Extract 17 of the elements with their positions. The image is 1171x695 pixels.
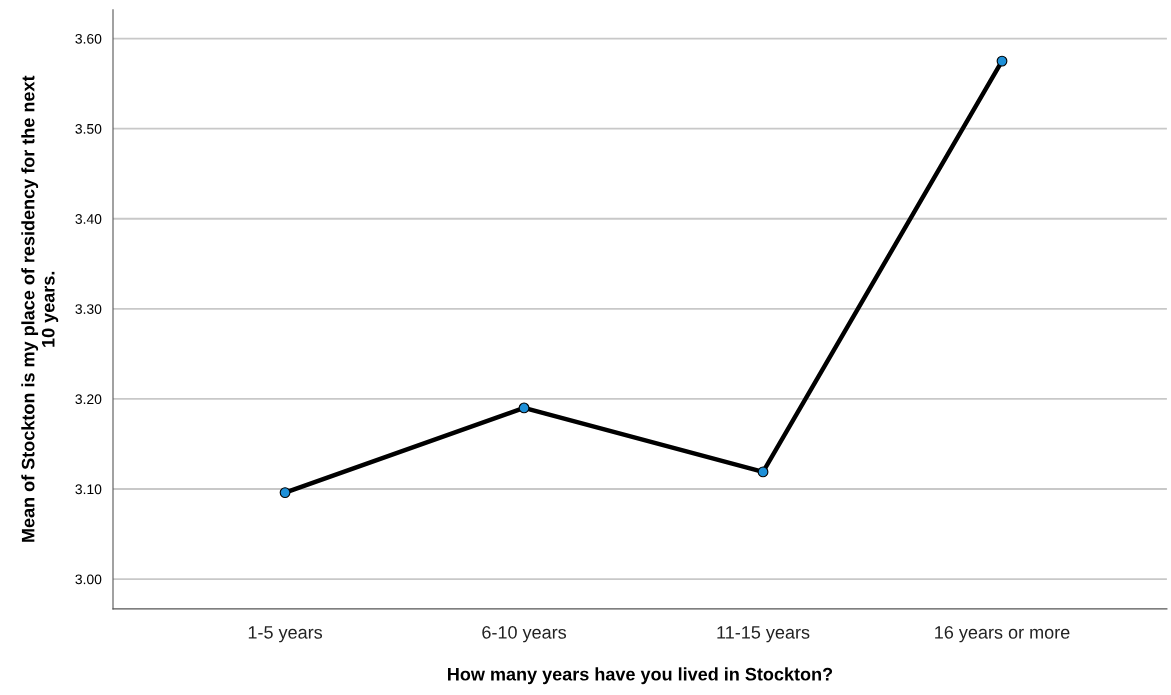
y-tick-label: 3.60 <box>75 33 102 44</box>
x-tick-label: 16 years or more <box>935 625 1070 643</box>
y-tick-label: 3.10 <box>75 484 102 495</box>
x-tick-label: 6-10 years <box>482 625 567 643</box>
y-tick-label: 3.00 <box>75 574 102 585</box>
y-tick-label: 3.20 <box>75 394 102 405</box>
point <box>996 55 1008 67</box>
x-axis-title: How many years have you lived in Stockton? <box>448 667 833 685</box>
point <box>518 402 530 414</box>
y-tick-label: 3.50 <box>75 123 102 134</box>
y-tick-label: 3.30 <box>75 304 102 314</box>
point <box>757 466 769 478</box>
x-tick-label: 1-5 years <box>248 626 323 643</box>
y-axis-title: Mean of Stockton is my place of residency for the next 10 years. <box>21 75 59 542</box>
x-tick-label: 11-15 years <box>717 626 810 643</box>
point <box>279 487 291 499</box>
y-tick-label: 3.40 <box>75 214 102 224</box>
